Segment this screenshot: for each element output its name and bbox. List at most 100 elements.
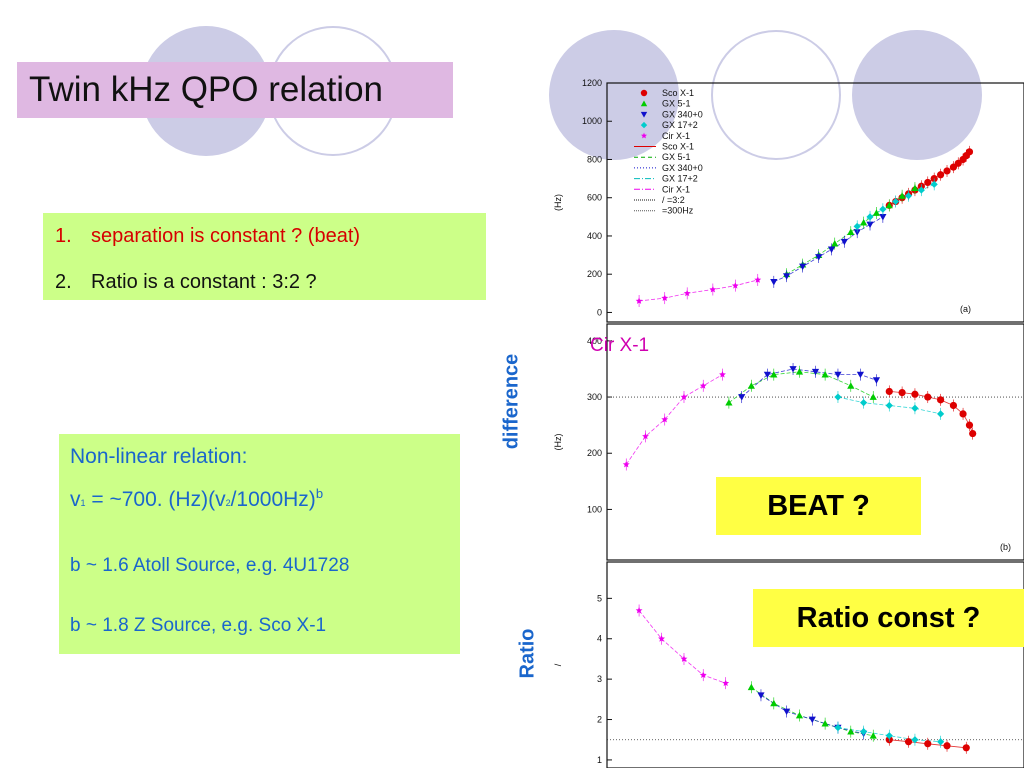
panel-0-series-3-point-6: [930, 180, 938, 188]
atoll-source-text: b ~ 1.6 Atoll Source, e.g. 4U1728: [70, 555, 350, 576]
panel-0-series-0-point-8: [937, 171, 945, 179]
legend-marker-0: [640, 89, 648, 97]
panel-1-series-3-point-2: [885, 401, 893, 410]
ratio-label: Ratio: [516, 628, 539, 679]
panel-0-series-2-point-4: [827, 246, 836, 253]
panel-1-series-4-point-1: [642, 432, 649, 440]
panel-0-ytick-label-3: 600: [587, 193, 602, 203]
panel-2-series-3-point-2: [885, 732, 893, 740]
eq-end: /1000Hz): [230, 488, 316, 511]
panel-0-series-1-point-6: [872, 209, 881, 216]
panel-2-series-0-point-2: [924, 740, 932, 748]
nonlinear-equation: v1 = ~700. (Hz)(v2/1000Hz)b: [70, 486, 324, 512]
panel-2-ytick-label-1: 2: [597, 715, 602, 725]
panel-1-series-3-point-1: [860, 399, 868, 407]
panel-2-ytick-label-0: 1: [597, 755, 602, 765]
panel-1-ytick-label-3: 400: [587, 336, 602, 346]
panel-1-ylabel: (Hz): [553, 434, 563, 451]
legend-label-5: Sco X-1: [662, 142, 694, 152]
panel-2-series-1-point-2: [795, 711, 804, 719]
panel-1-series-4-point-5: [719, 371, 726, 378]
panel-0-ytick-label-2: 400: [587, 231, 602, 241]
panel-1-series-1-point-1: [747, 382, 755, 389]
panel-0-series-3-point-0: [853, 222, 861, 230]
panel-2-series-0-point-1: [904, 738, 913, 746]
panel-0-series-0-point-9: [943, 167, 951, 175]
legend-label-11: =300Hz: [662, 206, 694, 216]
panel-2-ytick-label-4: 5: [597, 593, 602, 603]
legend-label-4: Cir X-1: [662, 131, 690, 141]
panel-1-series-1-point-5: [847, 382, 855, 389]
list-item-1-number: 1.: [55, 225, 72, 247]
panel-1-series-0-point-4: [937, 396, 945, 404]
list-item-2: 2. Ratio is a constant : 3:2 ?: [55, 271, 317, 294]
eq-v1: v: [70, 488, 81, 511]
list-item-1-text: separation is constant ? (beat): [91, 225, 361, 247]
panel-1-series-4-fit: [625, 374, 723, 465]
list-item-1: 1. separation is constant ? (beat): [55, 225, 360, 248]
panel-0-series-2-point-6: [853, 229, 861, 236]
panel-1-series-0-point-3: [924, 393, 932, 401]
panel-1-series-2-point-4: [834, 371, 842, 379]
panel-0-series-2-point-8: [879, 213, 887, 221]
legend-label-6: GX 5-1: [662, 152, 691, 162]
panel-0-series-4-point-2: [683, 289, 691, 297]
panel-1-series-2-point-5: [856, 371, 865, 379]
deco-circle-3: [549, 30, 679, 160]
panel-1-ytick-label-2: 300: [587, 392, 602, 402]
panel-2-series-3-point-3: [911, 736, 919, 744]
panel-0-series-2-point-1: [783, 273, 791, 280]
panel-0-series-3-point-3: [892, 197, 900, 206]
panel-0-series-2-point-7: [866, 221, 874, 229]
panel-1-series-3-fit: [837, 396, 941, 415]
panel-2-series-4-fit: [638, 610, 726, 684]
panel-0-series-3-point-4: [904, 192, 913, 200]
legend-label-3: GX 17+2: [662, 120, 698, 130]
panel-0-series-2-point-2: [799, 263, 807, 271]
panel-1-series-2-point-3: [811, 368, 820, 376]
panel-1-series-0-point-5: [949, 401, 958, 410]
panel-0-ytick-label-4: 800: [587, 154, 602, 164]
panel-0-series-0-point-14: [965, 148, 974, 156]
legend-marker-2: [640, 111, 648, 118]
panel-2-series-2-point-1: [783, 708, 791, 716]
panel-0-ytick-label-0: 0: [597, 307, 602, 317]
panel-2-series-4-point-1: [658, 635, 665, 642]
panel-2-series-4-point-3: [699, 671, 707, 678]
panel-0-series-2-point-5: [840, 238, 848, 246]
panel-0-series-1-point-4: [847, 228, 855, 236]
panel-0-series-3-point-1: [866, 213, 874, 221]
panel-1-series-1-point-3: [795, 368, 804, 375]
legend-marker-1: [640, 100, 648, 107]
legend-label-8: GX 17+2: [662, 174, 698, 184]
panel-1-series-4-point-0: [622, 460, 630, 468]
panel-2-series-1-point-3: [821, 719, 829, 727]
legend-label-1: GX 5-1: [662, 99, 691, 109]
question-list: 1. separation is constant ? (beat) 2. Rati…: [43, 213, 486, 300]
deco-circle-4: [711, 30, 841, 160]
panel-0-series-2-point-0: [770, 278, 778, 286]
panel-2-series-4-point-2: [680, 655, 688, 662]
eq-sub2: 2: [225, 498, 231, 508]
panel-1-series-4-point-4: [699, 382, 707, 389]
panel-2-series-1-point-0: [747, 683, 755, 691]
nonlinear-relation-box: Non-linear relation: v1 = ~700. (Hz)(v2/…: [59, 434, 460, 654]
eq-sup: b: [315, 486, 324, 501]
panel-0-ytick-label-6: 1200: [582, 78, 602, 88]
panel-1-label: (b): [1000, 542, 1011, 552]
panel-1-series-0-point-6: [959, 410, 967, 418]
cir-x1-callout: Cir X-1: [590, 335, 650, 356]
list-item-2-number: 2.: [55, 271, 72, 293]
panel-1-series-2-fit: [741, 368, 877, 398]
panel-1-series-1-point-4: [821, 370, 829, 378]
panel-1-series-4-point-2: [661, 415, 669, 423]
panel-1-series-2-point-0: [738, 394, 746, 401]
panel-1-series-0-point-7: [965, 421, 974, 429]
panel-0-series-4-fit: [639, 279, 758, 302]
legend-label-0: Sco X-1: [662, 88, 694, 98]
panel-1-series-3-point-4: [937, 410, 945, 418]
panel-0-series-3-point-2: [879, 205, 887, 213]
panel-0-series-2-point-3: [815, 254, 823, 261]
panel-1-frame: [606, 323, 1024, 561]
